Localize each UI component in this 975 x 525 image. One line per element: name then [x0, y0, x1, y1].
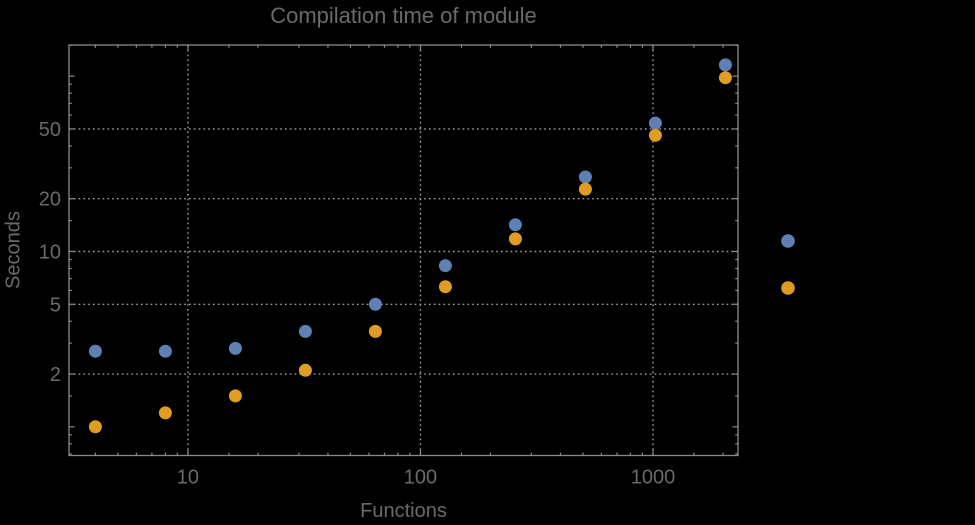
- data-point-series-2-orange: [158, 406, 172, 420]
- chart-title: Compilation time of module: [270, 3, 537, 28]
- data-point-series-2-orange: [298, 363, 312, 377]
- data-point-series-2-orange: [88, 420, 102, 434]
- data-point-series-1-blue: [88, 344, 102, 358]
- data-point-series-1-blue: [718, 58, 732, 72]
- data-point-series-2-orange: [508, 232, 522, 246]
- data-point-series-1-blue: [368, 297, 382, 311]
- legend-marker-2: [781, 281, 795, 295]
- data-point-series-2-orange: [368, 324, 382, 338]
- plot-frame: [68, 44, 739, 457]
- data-point-series-2-orange: [718, 71, 732, 85]
- data-point-series-1-blue: [438, 259, 452, 273]
- x-tick-label-100: 100: [404, 467, 437, 489]
- data-point-series-2-orange: [648, 128, 662, 142]
- data-point-series-1-blue: [228, 341, 242, 355]
- y-tick-label-5: 5: [50, 294, 61, 316]
- x-tick-label-1000: 1000: [631, 467, 676, 489]
- data-point-series-2-orange: [228, 389, 242, 403]
- legend-marker-1: [781, 234, 795, 248]
- y-tick-label-20: 20: [39, 189, 61, 211]
- y-tick-label-2: 2: [50, 364, 61, 386]
- data-point-series-1-blue: [298, 324, 312, 338]
- data-point-series-2-orange: [438, 280, 452, 294]
- data-point-series-2-orange: [578, 182, 592, 196]
- y-tick-label-10: 10: [39, 241, 61, 263]
- x-tick-label-10: 10: [177, 467, 199, 489]
- y-tick-label-50: 50: [39, 119, 61, 141]
- data-point-series-1-blue: [648, 116, 662, 130]
- data-point-series-1-blue: [508, 218, 522, 232]
- data-point-series-1-blue: [158, 344, 172, 358]
- data-point-series-1-blue: [578, 170, 592, 184]
- x-axis-label: Functions: [360, 500, 447, 522]
